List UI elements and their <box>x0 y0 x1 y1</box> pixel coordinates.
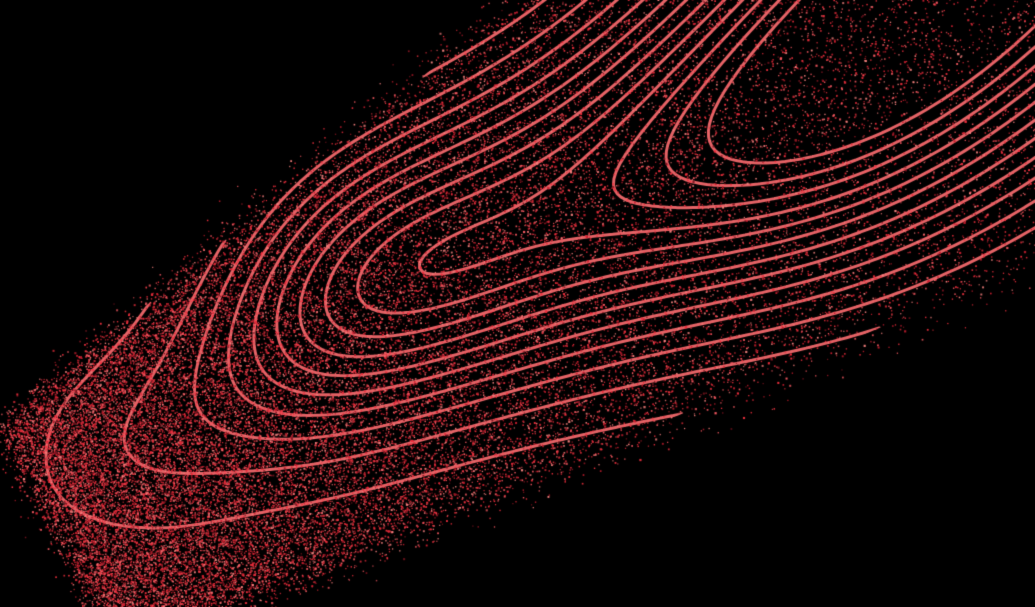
plot-area <box>0 0 1035 607</box>
scatter-contour-canvas <box>0 0 1035 607</box>
